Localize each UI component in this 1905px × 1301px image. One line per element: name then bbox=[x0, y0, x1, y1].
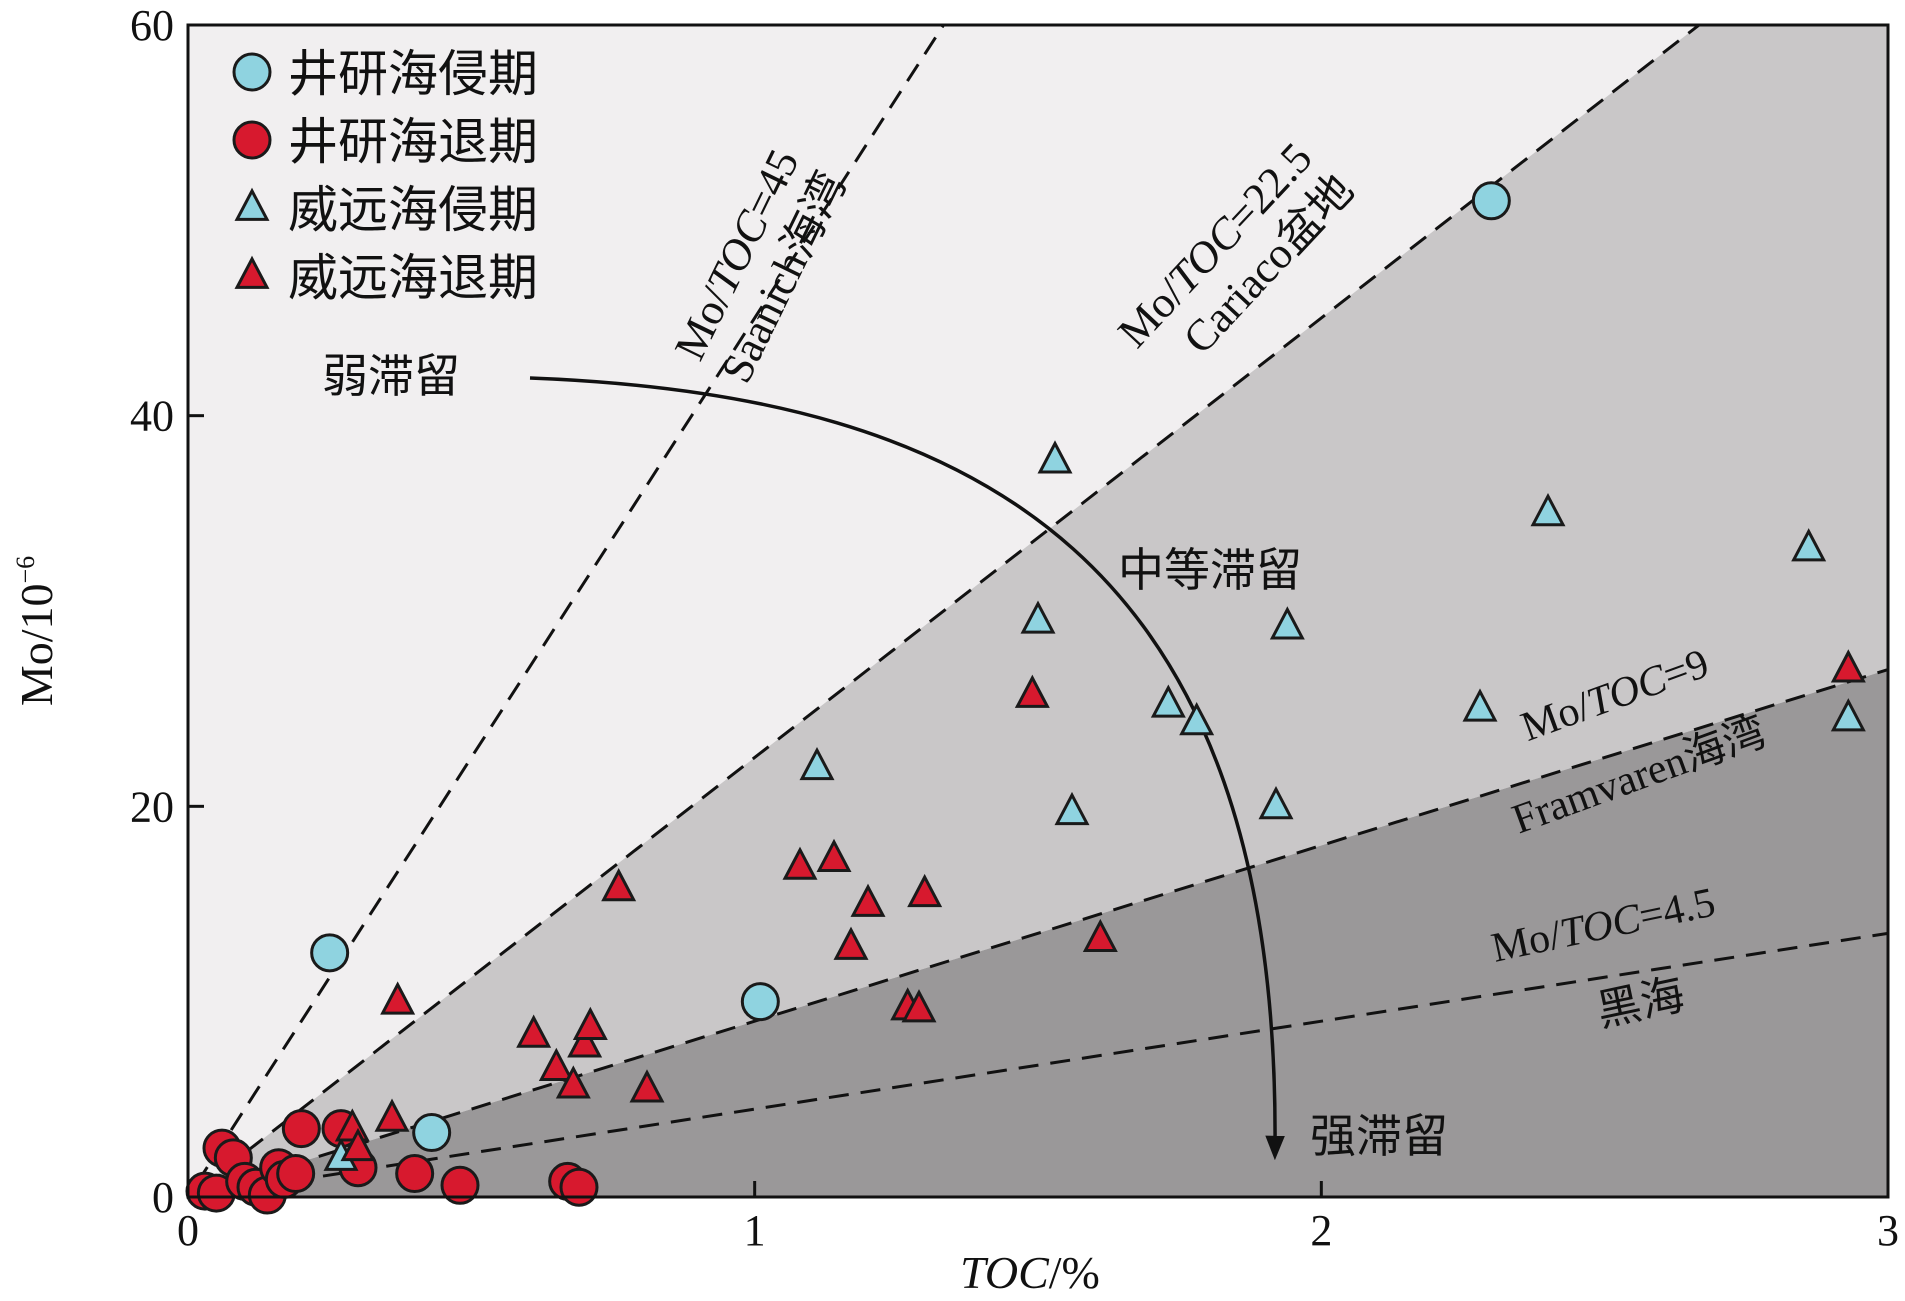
data-point-triangle bbox=[555, 1065, 591, 1099]
data-point-triangle bbox=[567, 1024, 603, 1058]
reference-line-0 bbox=[195, 25, 945, 1185]
moderate-retention-label: 中等滞留 bbox=[1118, 543, 1302, 597]
data-point-triangle bbox=[1269, 606, 1305, 640]
reference-line-1 bbox=[195, 25, 1701, 1192]
series-0 bbox=[310, 181, 1511, 1153]
data-point-circle bbox=[310, 933, 350, 973]
legend-marker bbox=[234, 255, 270, 289]
data-point-triangle bbox=[901, 989, 937, 1023]
data-point-triangle bbox=[340, 1127, 376, 1162]
y-tick-label: 20 bbox=[130, 782, 174, 831]
data-point-circle bbox=[412, 1113, 452, 1153]
x-tick-label: 3 bbox=[1877, 1206, 1899, 1255]
series-1 bbox=[185, 1109, 599, 1215]
legend-marker bbox=[232, 120, 272, 160]
data-point-triangle bbox=[799, 746, 835, 781]
data-point-triangle bbox=[1462, 688, 1498, 722]
legend-marker bbox=[234, 187, 270, 221]
data-point-triangle bbox=[1830, 649, 1866, 683]
data-point-circle bbox=[440, 1165, 480, 1205]
x-tick-label: 1 bbox=[744, 1206, 766, 1255]
data-point-triangle bbox=[816, 838, 852, 872]
data-point-triangle bbox=[833, 926, 869, 960]
data-point-triangle bbox=[1037, 440, 1073, 474]
x-axis-title-main: TOC bbox=[960, 1247, 1050, 1298]
data-point-triangle bbox=[1530, 493, 1566, 527]
data-point-triangle bbox=[850, 883, 886, 917]
legend-label: 威远海侵期 bbox=[288, 181, 538, 239]
data-point-triangle bbox=[572, 1006, 608, 1040]
y-tick-label: 0 bbox=[152, 1173, 174, 1222]
data-point-circle bbox=[559, 1167, 599, 1207]
series-2 bbox=[323, 440, 1866, 1171]
data-point-triangle bbox=[1830, 698, 1866, 732]
data-points bbox=[185, 181, 1866, 1215]
data-point-triangle bbox=[516, 1014, 552, 1048]
data-point-triangle bbox=[1179, 702, 1215, 736]
data-point-triangle bbox=[1150, 684, 1186, 718]
reference-lines bbox=[195, 25, 1888, 1197]
data-point-triangle bbox=[1014, 674, 1050, 708]
x-tick-label: 2 bbox=[1310, 1206, 1332, 1255]
series-3 bbox=[334, 649, 1866, 1162]
y-axis-title-main: Mo/10 bbox=[11, 583, 62, 706]
plot-frame bbox=[186, 23, 1890, 1199]
data-point-triangle bbox=[1020, 600, 1056, 634]
x-axis-title: TOC/% bbox=[960, 1247, 1100, 1298]
data-point-triangle bbox=[1258, 786, 1294, 820]
data-point-circle bbox=[281, 1109, 321, 1149]
retention-trend-arrow bbox=[529, 376, 1285, 1161]
y-axis-title-sup: −6 bbox=[11, 556, 40, 584]
axes: 0 1 2 3 0 20 40 60 bbox=[130, 1, 1899, 1255]
data-point-triangle bbox=[782, 846, 818, 880]
data-point-triangle bbox=[374, 1098, 410, 1132]
reference-line-2 bbox=[196, 668, 1888, 1196]
weak-retention-label: 弱滞留 bbox=[322, 349, 460, 403]
y-tick-label: 60 bbox=[130, 1, 174, 50]
data-point-triangle bbox=[1791, 528, 1827, 562]
legend-label: 威远海退期 bbox=[288, 249, 538, 307]
data-point-triangle bbox=[907, 873, 943, 908]
data-point-triangle bbox=[1054, 791, 1090, 826]
reference-line-3 bbox=[196, 931, 1888, 1197]
x-axis-title-unit: /% bbox=[1049, 1247, 1100, 1298]
strong-retention-label: 强滞留 bbox=[1310, 1109, 1448, 1163]
data-point-triangle bbox=[1082, 918, 1118, 953]
data-point-triangle bbox=[629, 1069, 665, 1103]
data-point-triangle bbox=[380, 981, 416, 1015]
legend-label: 井研海侵期 bbox=[288, 45, 538, 103]
y-axis-title: Mo/10−6 bbox=[11, 556, 62, 706]
data-point-circle bbox=[395, 1154, 435, 1194]
data-point-circle bbox=[276, 1154, 316, 1194]
data-point-circle bbox=[740, 982, 780, 1022]
legend-label: 井研海退期 bbox=[288, 113, 538, 171]
data-point-circle bbox=[1471, 181, 1511, 221]
data-point-triangle bbox=[538, 1047, 574, 1081]
x-tick-label: 0 bbox=[177, 1206, 199, 1255]
legend-marker bbox=[232, 52, 272, 92]
y-tick-label: 40 bbox=[130, 392, 174, 441]
data-point-triangle bbox=[601, 868, 637, 902]
